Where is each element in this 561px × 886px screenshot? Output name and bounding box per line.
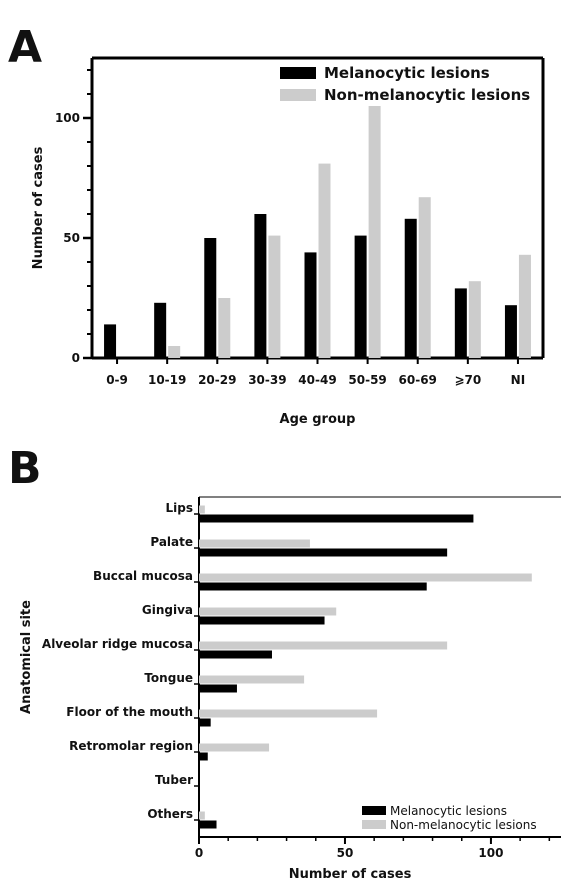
bar-melanocytic-lesions-retromolar-region <box>199 752 208 761</box>
bar-melanocytic-lesions-ni <box>504 305 517 358</box>
bar-non-melanocytic-lesions-20-29 <box>218 298 231 358</box>
bar-non-melanocytic-lesions-70 <box>468 281 481 358</box>
x-tick-label-20-29: 20-29 <box>198 373 236 387</box>
bar-melanocytic-lesions-50-59 <box>354 235 367 358</box>
bar-non-melanocytic-lesions-retromolar-region <box>199 743 270 752</box>
bar-melanocytic-lesions-gingiva <box>199 616 325 625</box>
y-tick-label: 100 <box>55 111 80 125</box>
bar-melanocytic-lesions-0-9 <box>104 324 117 358</box>
x-tick-label: 100 <box>478 846 503 860</box>
x-tick-label-50-59: 50-59 <box>348 373 386 387</box>
bar-melanocytic-lesions-others <box>199 820 217 829</box>
bar-melanocytic-lesions-palate <box>199 548 448 557</box>
bar-melanocytic-lesions-30-39 <box>254 214 267 358</box>
y-tick-label-tongue: Tongue <box>144 671 193 685</box>
x-axis-label: Number of cases <box>289 867 412 882</box>
x-tick-label-60-69: 60-69 <box>399 373 437 387</box>
bar-non-melanocytic-lesions-ni <box>518 254 531 358</box>
bar-non-melanocytic-lesions-others <box>199 811 205 820</box>
x-tick-label-ni: NI <box>511 373 526 387</box>
x-tick-label: 0 <box>195 846 203 860</box>
y-tick-label-floor-of-the-mouth: Floor of the mouth <box>66 705 193 719</box>
y-axis-label: Anatomical site <box>19 600 34 714</box>
bar-melanocytic-lesions-60-69 <box>404 218 417 358</box>
bar-melanocytic-lesions-alveolar-ridge-mucosa <box>199 650 272 659</box>
y-tick-label-others: Others <box>147 807 193 821</box>
y-axis-label: Number of cases <box>31 146 46 269</box>
x-tick-label: 50 <box>337 846 354 860</box>
y-tick-label-retromolar-region: Retromolar region <box>69 739 193 753</box>
x-tick-label-40-49: 40-49 <box>298 373 336 387</box>
y-tick-label-alveolar-ridge-mucosa: Alveolar ridge mucosa <box>42 637 193 651</box>
bar-melanocytic-lesions-70 <box>454 288 467 358</box>
bar-non-melanocytic-lesions-gingiva <box>199 607 337 616</box>
bar-non-melanocytic-lesions-buccal-mucosa <box>199 573 532 582</box>
bar-melanocytic-lesions-floor-of-the-mouth <box>199 718 211 727</box>
bar-non-melanocytic-lesions-floor-of-the-mouth <box>199 709 378 718</box>
bar-non-melanocytic-lesions-10-19 <box>168 346 181 358</box>
y-tick-label: 50 <box>63 231 80 245</box>
chart-b-anatomical-site: 0 50 100 Lips Palate Buccal mucosa Gingiva Alve… <box>19 496 561 882</box>
bar-non-melanocytic-lesions-50-59 <box>368 106 381 358</box>
bar-melanocytic-lesions-10-19 <box>154 302 167 358</box>
legend-label-melanocytic-lesions: Melanocytic lesions <box>324 64 490 82</box>
chart-a-age-group: 0 50 100 0-9 10-19 20-29 30-39 40-49 50-59 60-69 ⩾… <box>31 56 545 427</box>
y-tick-label-lips: Lips <box>166 501 194 515</box>
bar-non-melanocytic-lesions-palate <box>199 539 310 548</box>
y-tick-label-palate: Palate <box>150 535 193 549</box>
bar-non-melanocytic-lesions-60-69 <box>418 197 431 358</box>
bar-melanocytic-lesions-20-29 <box>204 238 217 358</box>
y-tick-label-gingiva: Gingiva <box>142 603 193 617</box>
bar-melanocytic-lesions-lips <box>199 514 474 523</box>
y-tick-label-buccal-mucosa: Buccal mucosa <box>93 569 193 583</box>
bar-non-melanocytic-lesions-lips <box>199 505 205 514</box>
x-axis-label: Age group <box>280 412 356 427</box>
panel-letter-a: A <box>8 22 42 73</box>
bar-non-melanocytic-lesions-30-39 <box>268 235 281 358</box>
bar-melanocytic-lesions-40-49 <box>304 252 317 358</box>
legend-label-melanocytic-lesions: Melanocytic lesions <box>390 804 507 818</box>
legend-swatch-melanocytic-lesions <box>362 806 386 815</box>
bar-non-melanocytic-lesions-alveolar-ridge-mucosa <box>199 641 448 650</box>
panel-letter-b: B <box>8 443 42 494</box>
legend-label-non-melanocytic-lesions: Non-melanocytic lesions <box>324 86 530 104</box>
legend-swatch-non-melanocytic-lesions <box>362 820 386 829</box>
legend-swatch-melanocytic-lesions <box>280 67 316 79</box>
x-tick-label-70: ⩾70 <box>454 373 481 387</box>
bar-non-melanocytic-lesions-tongue <box>199 675 305 684</box>
bar-melanocytic-lesions-buccal-mucosa <box>199 582 427 591</box>
legend-label-non-melanocytic-lesions: Non-melanocytic lesions <box>390 818 537 832</box>
legend-swatch-non-melanocytic-lesions <box>280 89 316 101</box>
x-tick-label-10-19: 10-19 <box>148 373 186 387</box>
x-tick-label-0-9: 0-9 <box>106 373 128 387</box>
bar-melanocytic-lesions-tongue <box>199 684 237 693</box>
y-tick-label-tuber: Tuber <box>155 773 193 787</box>
y-tick-label: 0 <box>72 351 80 365</box>
x-tick-label-30-39: 30-39 <box>248 373 286 387</box>
bar-non-melanocytic-lesions-40-49 <box>318 163 331 358</box>
